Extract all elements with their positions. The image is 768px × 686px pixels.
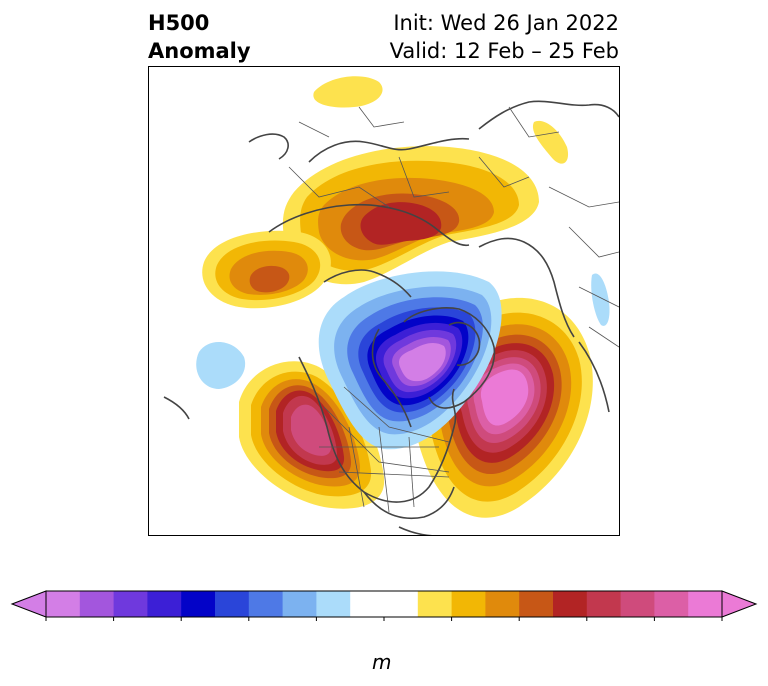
coastlines (163, 100, 619, 535)
colorbar-bin (248, 591, 284, 617)
colorbar-bin (46, 591, 81, 617)
colorbar-bin (181, 591, 216, 617)
colorbar-bin (519, 591, 554, 617)
colorbar-extend-high (721, 590, 758, 618)
colorbar-tick-label: -80 (101, 625, 126, 628)
colorbar-bin (316, 591, 351, 617)
colorbar-tick-label: 40 (510, 625, 529, 628)
colorbar-extend-low (10, 590, 47, 618)
colorbar-tick-label: 20 (442, 625, 461, 628)
colorbar-bin (215, 591, 250, 617)
colorbar-tick-label: -60 (169, 625, 194, 628)
negative-anomaly-central-asia (591, 273, 610, 326)
colorbar-bin (282, 591, 317, 617)
colorbar-tick-label: 100 (708, 625, 737, 628)
map-title-line1: H500 (148, 11, 210, 35)
negative-anomaly-north-pacific (196, 341, 246, 389)
map-title-line2: Anomaly (148, 39, 251, 63)
colorbar-bin (147, 591, 182, 617)
forecast-dates: Init: Wed 26 Jan 2022 Valid: 12 Feb – 25… (390, 9, 619, 65)
colorbar-bin (586, 591, 622, 617)
colorbar-tick-label: 80 (645, 625, 664, 628)
colorbar: -100 -80 -60 -40 -20 0 20 40 60 80 100 (10, 590, 758, 628)
colorbar-tick-label: -20 (304, 625, 329, 628)
colorbar-bin (350, 591, 385, 617)
colorbar-tick-label: 60 (577, 625, 596, 628)
political-borders (288, 106, 619, 513)
colorbar-tick-label: 0 (379, 625, 389, 628)
valid-range: Valid: 12 Feb – 25 Feb (389, 39, 619, 63)
colorbar-bin (688, 591, 723, 617)
colorbar-bin (79, 591, 115, 617)
colorbar-bin (553, 591, 588, 617)
colorbar-tick-label: -40 (237, 625, 262, 628)
positive-anomaly-arctic-russia (313, 76, 569, 164)
colorbar-ticks: -100 -80 -60 -40 -20 0 20 40 60 80 100 (29, 617, 736, 628)
colorbar-bin (485, 591, 520, 617)
anomaly-map-svg (163, 76, 619, 535)
init-date: Init: Wed 26 Jan 2022 (393, 11, 619, 35)
colorbar-bin (417, 591, 453, 617)
colorbar-unit: m (372, 650, 392, 674)
colorbar-bins (45, 590, 723, 618)
colorbar-bin (113, 591, 148, 617)
colorbar-tick-label: -100 (29, 625, 63, 628)
anomaly-map (148, 66, 620, 536)
colorbar-bin (654, 591, 689, 617)
map-title: H500 Anomaly (148, 9, 251, 65)
positive-anomaly-bering (202, 230, 331, 309)
colorbar-bin (384, 591, 419, 617)
colorbar-bin (451, 591, 486, 617)
colorbar-bin (620, 591, 655, 617)
